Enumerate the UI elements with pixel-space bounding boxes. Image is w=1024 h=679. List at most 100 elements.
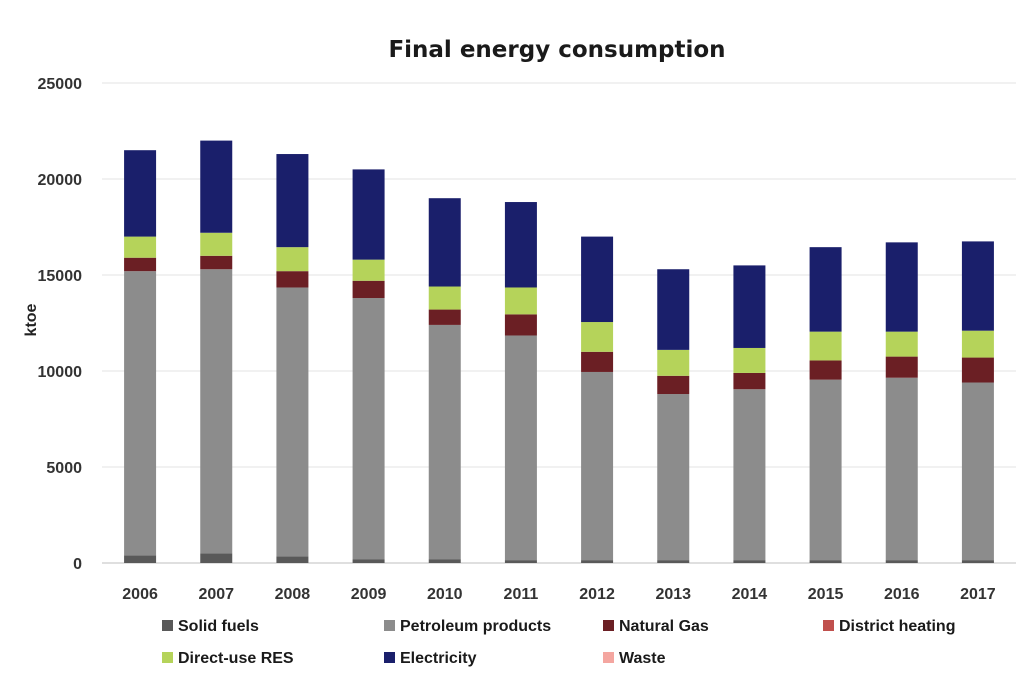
bar-stack (124, 150, 157, 563)
bar-segment (276, 287, 309, 557)
bar-segment (733, 560, 766, 563)
bar-segment (885, 331, 918, 357)
bar-segment (428, 324, 461, 560)
bar-segment (200, 255, 233, 270)
legend-swatch (384, 652, 395, 663)
bar-segment (809, 560, 842, 563)
bar-stack (809, 247, 842, 563)
legend-label: District heating (839, 618, 955, 635)
bar-segment (581, 236, 614, 323)
bar-segment (885, 242, 918, 332)
bar-segment (352, 298, 385, 560)
legend-swatch (603, 620, 614, 631)
bar-segment (581, 351, 614, 372)
bar-segment (657, 269, 690, 350)
bar-segment (885, 377, 918, 561)
bar-stack (657, 269, 690, 563)
bar-segment (124, 555, 157, 563)
bar-segment (504, 287, 537, 315)
legend: Solid fuels Petroleum products Natural Gas… (162, 618, 955, 667)
bar-segment (428, 559, 461, 563)
bar-segment (733, 265, 766, 348)
legend-label: Waste (619, 650, 666, 667)
bar-segment (961, 357, 994, 383)
bar-segment (352, 280, 385, 299)
bar-segment (276, 556, 309, 563)
bar-segment (809, 331, 842, 361)
y-tick-label: 25000 (38, 76, 83, 93)
bar-segment (200, 140, 233, 233)
bar-stack (733, 265, 766, 563)
bar-segment (961, 382, 994, 561)
legend-swatch (823, 620, 834, 631)
legend-label: Direct-use RES (178, 650, 294, 667)
bar-stack (352, 169, 385, 563)
bar-segment (428, 309, 461, 325)
x-tick-label: 2015 (808, 586, 844, 603)
y-tick-label: 0 (73, 556, 82, 573)
x-tick-label: 2008 (275, 586, 311, 603)
legend-swatch (162, 652, 173, 663)
bar-segment (504, 335, 537, 561)
bar-segment (200, 553, 233, 563)
legend-swatch (603, 652, 614, 663)
legend-label: Electricity (400, 650, 477, 667)
x-tick-label: 2012 (579, 586, 615, 603)
bar-segment (504, 560, 537, 563)
bar-segment (733, 389, 766, 561)
bar-segment (885, 356, 918, 378)
bar-segment (733, 372, 766, 390)
x-tick-labels: 2006 2007 2008 2009 2010 2011 2012 2013 2014 2015… (122, 586, 996, 603)
y-tick-label: 15000 (38, 268, 83, 285)
bar-segment (961, 560, 994, 563)
y-tick-label: 5000 (46, 460, 82, 477)
bar-segment (428, 286, 461, 310)
bar-segment (657, 375, 690, 395)
bar-segment (504, 202, 537, 288)
x-tick-label: 2016 (884, 586, 920, 603)
y-tick-label: 20000 (38, 172, 83, 189)
bar-segment (733, 347, 766, 373)
x-tick-label: 2013 (655, 586, 691, 603)
bar-segment (809, 247, 842, 332)
bar-segment (961, 241, 994, 331)
bar-stack (885, 242, 918, 563)
x-tick-label: 2014 (732, 586, 768, 603)
bar-segment (276, 271, 309, 288)
bar-segment (124, 257, 157, 272)
bar-segment (657, 560, 690, 563)
bar-segment (200, 232, 233, 256)
legend-item: Direct-use RES (162, 650, 294, 667)
grid-lines (102, 82, 1016, 564)
legend-item: Petroleum products (384, 618, 551, 635)
bar-segment (352, 559, 385, 563)
y-tick-labels: 0 5000 10000 15000 20000 25000 (38, 76, 83, 573)
x-tick-label: 2017 (960, 586, 996, 603)
bar-segment (961, 330, 994, 358)
legend-label: Solid fuels (178, 618, 259, 635)
legend-swatch (162, 620, 173, 631)
bar-segment (581, 560, 614, 563)
x-tick-label: 2010 (427, 586, 463, 603)
bar-segment (276, 154, 309, 248)
bar-stack (581, 236, 614, 563)
bar-segment (657, 349, 690, 376)
bar-segment (504, 314, 537, 336)
legend-item: Natural Gas (603, 618, 709, 635)
bar-segment (200, 269, 233, 554)
bar-stack (504, 202, 537, 563)
bar-segment (124, 271, 157, 556)
legend-item: Waste (603, 650, 666, 667)
bar-segment (276, 247, 309, 272)
x-tick-label: 2009 (351, 586, 387, 603)
bar-segment (124, 236, 157, 258)
bar-segment (352, 169, 385, 260)
y-axis-label: ktoe (23, 303, 40, 336)
legend-label: Natural Gas (619, 618, 709, 635)
x-tick-label: 2006 (122, 586, 158, 603)
legend-label: Petroleum products (400, 618, 551, 635)
bar-segment (124, 150, 157, 237)
legend-item: Solid fuels (162, 618, 259, 635)
bar-segment (352, 259, 385, 281)
bar-segment (885, 560, 918, 563)
